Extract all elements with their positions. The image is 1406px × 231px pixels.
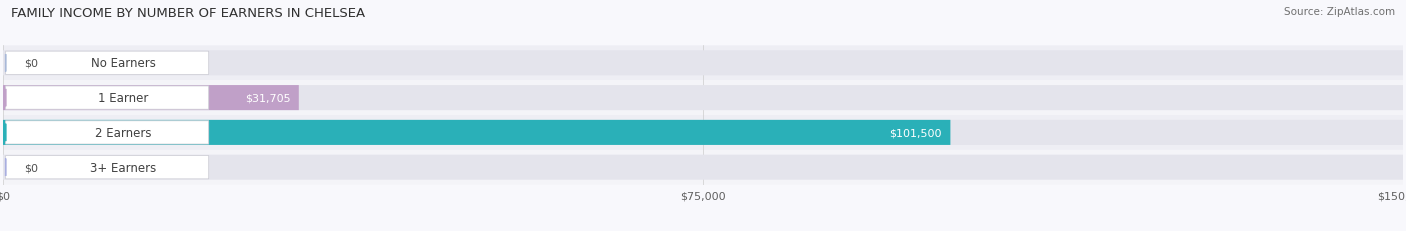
FancyBboxPatch shape (3, 116, 1403, 150)
Text: $101,500: $101,500 (890, 128, 942, 138)
FancyBboxPatch shape (3, 86, 1403, 111)
FancyBboxPatch shape (3, 51, 1403, 76)
Text: $0: $0 (24, 58, 38, 69)
FancyBboxPatch shape (3, 150, 1403, 185)
Text: No Earners: No Earners (91, 57, 156, 70)
FancyBboxPatch shape (6, 156, 208, 179)
Text: 3+ Earners: 3+ Earners (90, 161, 156, 174)
FancyBboxPatch shape (6, 52, 208, 75)
Text: 2 Earners: 2 Earners (96, 126, 152, 139)
FancyBboxPatch shape (3, 81, 1403, 116)
FancyBboxPatch shape (3, 120, 1403, 145)
Text: $0: $0 (24, 162, 38, 173)
Text: FAMILY INCOME BY NUMBER OF EARNERS IN CHELSEA: FAMILY INCOME BY NUMBER OF EARNERS IN CH… (11, 7, 366, 20)
FancyBboxPatch shape (6, 121, 208, 144)
Text: Source: ZipAtlas.com: Source: ZipAtlas.com (1284, 7, 1395, 17)
Text: $31,705: $31,705 (245, 93, 291, 103)
FancyBboxPatch shape (3, 155, 1403, 180)
FancyBboxPatch shape (6, 87, 208, 110)
FancyBboxPatch shape (3, 46, 1403, 81)
Text: 1 Earner: 1 Earner (98, 92, 149, 105)
FancyBboxPatch shape (3, 86, 299, 111)
FancyBboxPatch shape (3, 120, 950, 145)
